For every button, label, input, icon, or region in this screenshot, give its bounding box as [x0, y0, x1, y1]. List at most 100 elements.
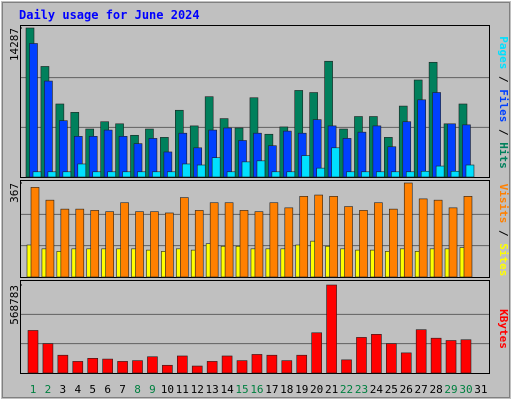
- x-tick-label: 2: [45, 383, 52, 396]
- legend: Pages / Files / Hits: [497, 36, 510, 169]
- bar: [42, 343, 54, 374]
- bar: [180, 197, 189, 278]
- bar: [447, 123, 456, 178]
- bar: [32, 171, 42, 178]
- bar: [316, 167, 325, 178]
- bar: [405, 171, 415, 178]
- bar: [167, 171, 176, 178]
- bar: [266, 354, 278, 374]
- x-tick-label: 15: [235, 383, 248, 396]
- bar: [346, 171, 355, 178]
- legend-separator: /: [497, 223, 510, 243]
- bar: [314, 194, 323, 278]
- bar: [135, 211, 144, 278]
- bar: [460, 339, 472, 374]
- x-tick-label: 5: [89, 383, 96, 396]
- bar: [191, 365, 203, 374]
- legend-entry: Pages: [497, 36, 510, 69]
- bar: [344, 206, 353, 278]
- bar: [391, 171, 400, 178]
- x-tick-label: 6: [104, 383, 111, 396]
- bar: [27, 330, 39, 374]
- bar: [448, 207, 458, 278]
- bar: [122, 171, 131, 178]
- bar: [435, 165, 445, 178]
- bar: [162, 364, 173, 374]
- x-tick-label: 9: [149, 383, 156, 396]
- bar: [433, 199, 443, 278]
- bar: [342, 138, 352, 178]
- bar: [177, 355, 188, 374]
- y-tick-label: 568783: [8, 285, 21, 325]
- bar: [251, 354, 263, 374]
- bar: [221, 355, 233, 374]
- bar: [211, 157, 221, 178]
- legend-separator: /: [497, 69, 510, 89]
- bar: [165, 212, 174, 278]
- bar: [47, 171, 57, 178]
- bar: [206, 361, 218, 374]
- bar: [224, 202, 234, 278]
- x-tick-label: 22: [340, 383, 353, 396]
- bar: [256, 160, 266, 178]
- x-tick-label: 14: [220, 383, 234, 396]
- bar: [463, 196, 473, 278]
- bar: [152, 171, 161, 178]
- bar: [103, 129, 113, 178]
- legend-separator: /: [497, 122, 510, 142]
- bar: [57, 354, 69, 374]
- x-tick-label: 26: [400, 383, 413, 396]
- bar: [445, 340, 457, 374]
- legend-entry: KBytes: [497, 309, 510, 349]
- x-tick-label: 27: [415, 383, 428, 396]
- bar: [239, 210, 249, 278]
- bar: [90, 210, 100, 278]
- bar: [29, 43, 38, 178]
- bar: [182, 163, 191, 178]
- bar: [236, 360, 248, 374]
- bar: [132, 360, 143, 374]
- x-tick-label: 7: [119, 383, 126, 396]
- bar: [374, 202, 383, 278]
- x-tick-label: 31: [474, 383, 487, 396]
- bar: [147, 356, 158, 374]
- x-tick-label: 19: [295, 383, 308, 396]
- bar: [75, 208, 85, 278]
- bar: [196, 164, 206, 178]
- bar: [59, 120, 68, 178]
- bar: [194, 210, 204, 278]
- bar: [400, 352, 412, 374]
- bar: [60, 208, 70, 278]
- x-tick-label: 21: [325, 383, 338, 396]
- bar: [386, 343, 397, 374]
- x-tick-label: 1: [30, 383, 37, 396]
- bar: [87, 358, 99, 374]
- bar: [450, 170, 460, 178]
- x-tick-label: 16: [250, 383, 263, 396]
- bar: [88, 136, 98, 178]
- bar: [420, 170, 430, 178]
- bar: [241, 161, 251, 178]
- x-tick-label: 24: [370, 383, 384, 396]
- bar: [30, 187, 40, 278]
- legend-entry: Sites: [497, 243, 510, 276]
- bar: [118, 136, 128, 178]
- bar: [418, 198, 428, 278]
- bar: [150, 211, 159, 278]
- bar: [107, 171, 116, 178]
- bar: [105, 211, 114, 278]
- legend-entry: Hits: [497, 142, 510, 169]
- x-tick-label: 13: [206, 383, 219, 396]
- bar: [148, 138, 158, 178]
- x-tick-label: 28: [429, 383, 442, 396]
- legend: Visits / Sites: [497, 184, 510, 277]
- bar: [286, 171, 296, 178]
- bar: [359, 210, 368, 278]
- bar: [341, 359, 352, 374]
- bar: [331, 147, 340, 178]
- bar: [329, 196, 338, 278]
- legend: KBytes: [497, 309, 510, 349]
